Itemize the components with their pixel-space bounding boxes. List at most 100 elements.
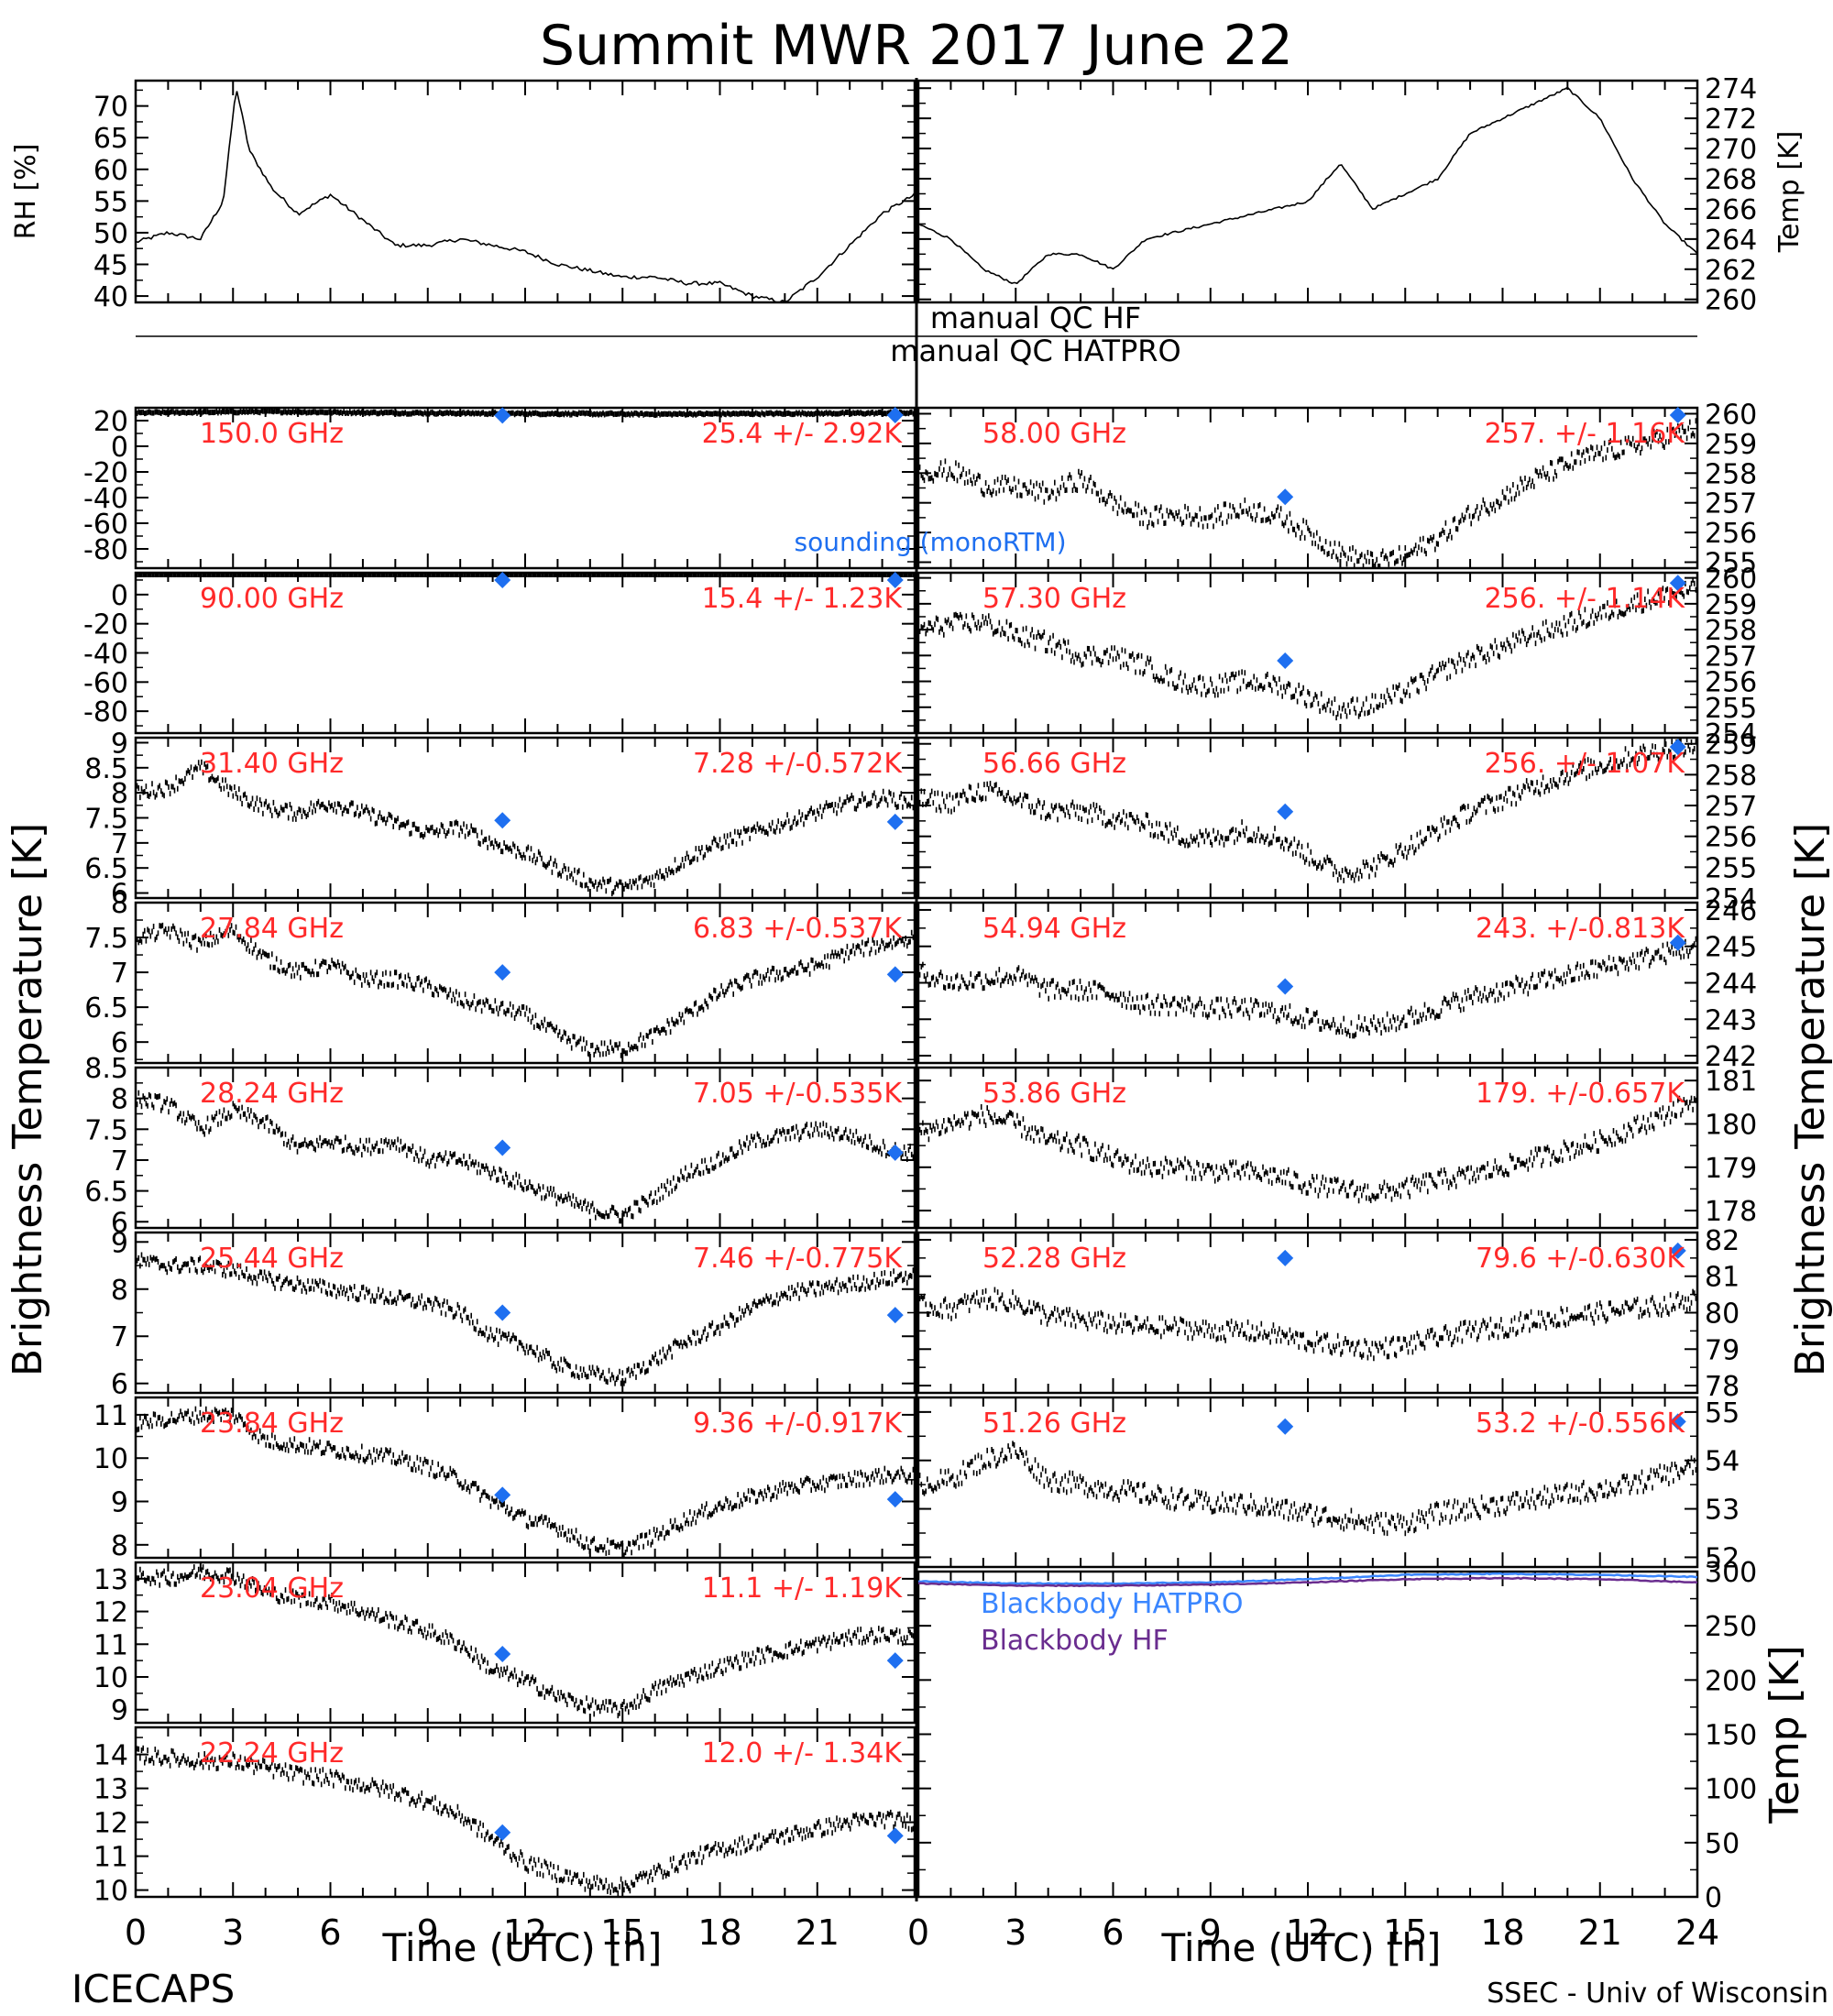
left-5-stats-label: 7.46 +/-0.775K bbox=[693, 1243, 903, 1275]
right-7-ytick-label: 100 bbox=[1705, 1774, 1757, 1806]
left-4-ytick-label: 6 bbox=[111, 1207, 128, 1239]
left-xtick-label: 9 bbox=[417, 1912, 439, 1953]
left-5-ytick-label: 9 bbox=[111, 1227, 128, 1259]
right-2-ytick-label: 256 bbox=[1705, 822, 1757, 854]
left-8-ytick-label: 10 bbox=[93, 1876, 128, 1908]
left-0-ytick-label: 20 bbox=[93, 406, 128, 438]
right-0-ytick-label: 260 bbox=[1705, 399, 1757, 431]
left-3-sounding-marker bbox=[494, 964, 511, 981]
right-6-trace bbox=[917, 1441, 1698, 1537]
right-0-ytick-label: 259 bbox=[1705, 429, 1757, 461]
left-7-stats-label: 11.1 +/- 1.19K bbox=[702, 1572, 904, 1605]
right-3-ytick-label: 243 bbox=[1705, 1004, 1757, 1036]
right-3-stats-label: 243. +/-0.813K bbox=[1476, 913, 1685, 945]
left-2-ytick-label: 8.5 bbox=[84, 753, 128, 785]
right-7-ylabel: Temp [K] bbox=[1762, 1645, 1808, 1824]
right-3-ytick-label: 245 bbox=[1705, 932, 1757, 964]
top-right-ytick-label: 272 bbox=[1705, 104, 1757, 136]
left-4-ytick-label: 7 bbox=[111, 1145, 128, 1178]
right-xtick-label: 21 bbox=[1578, 1912, 1622, 1953]
right-4-ytick-label: 180 bbox=[1705, 1109, 1757, 1141]
right-1-stats-label: 256. +/- 1.14K bbox=[1485, 583, 1686, 615]
top-right-ylabel: Temp [K] bbox=[1773, 131, 1806, 254]
right-2-trace bbox=[917, 737, 1698, 883]
top-left-ytick-label: 70 bbox=[93, 92, 128, 124]
right-time-xlabel: Time (UTC) [h] bbox=[1161, 1925, 1442, 1970]
left-1-channel-label: 90.00 GHz bbox=[200, 583, 344, 615]
sounding-legend: sounding (monoRTM) bbox=[795, 527, 1067, 557]
right-6-sounding-marker bbox=[1277, 1418, 1294, 1435]
left-7-sounding-marker bbox=[494, 1646, 511, 1662]
right-2-ytick-label: 254 bbox=[1705, 883, 1757, 915]
footer-ssec: SSEC - Univ of Wisconsin bbox=[1487, 1978, 1828, 2010]
left-2-ytick-label: 8 bbox=[111, 778, 128, 810]
left-7-trace bbox=[135, 1564, 916, 1719]
right-6-ytick-label: 55 bbox=[1705, 1397, 1740, 1430]
left-xtick-label: 12 bbox=[503, 1912, 547, 1953]
right-2-channel-label: 56.66 GHz bbox=[982, 748, 1126, 780]
right-7-frame bbox=[916, 1570, 1699, 1899]
right-1-ytick-label: 258 bbox=[1705, 615, 1757, 647]
right-7-ytick-label: 0 bbox=[1705, 1882, 1722, 1914]
left-0-channel-label: 150.0 GHz bbox=[200, 418, 344, 450]
right-4-ytick-label: 179 bbox=[1705, 1153, 1757, 1185]
left-7-ytick-label: 12 bbox=[93, 1597, 128, 1629]
right-3-trace bbox=[917, 936, 1698, 1039]
right-5-sounding-marker bbox=[1277, 1249, 1294, 1266]
left-2-ytick-label: 7.5 bbox=[84, 804, 128, 836]
right-4-ytick-label: 181 bbox=[1705, 1066, 1757, 1098]
left-1-ytick-label: -40 bbox=[83, 639, 128, 671]
left-6-sounding-marker bbox=[494, 1486, 511, 1504]
left-3-ytick-label: 7 bbox=[111, 958, 128, 990]
left-7-sounding-marker bbox=[886, 1652, 904, 1670]
right-7-panel: 0 50 100 150 200 250 300 Temp [K] bbox=[916, 1557, 1808, 1914]
top-left-series-0 bbox=[135, 91, 916, 303]
left-2-ytick-label: 6.5 bbox=[84, 853, 128, 885]
left-8-stats-label: 12.0 +/- 1.34K bbox=[702, 1737, 904, 1769]
left-2-sounding-marker bbox=[494, 812, 511, 829]
left-3-ytick-label: 6.5 bbox=[84, 992, 128, 1024]
right-5-ytick-label: 81 bbox=[1705, 1262, 1740, 1294]
left-1-ytick-label: -80 bbox=[83, 696, 128, 729]
left-0-sounding-marker bbox=[494, 407, 511, 424]
left-5-ytick-label: 8 bbox=[111, 1275, 128, 1307]
left-2-ytick-label: 7 bbox=[111, 828, 128, 860]
left-4-channel-label: 28.24 GHz bbox=[200, 1078, 344, 1110]
left-5-trace bbox=[135, 1252, 916, 1386]
left-xtick-label: 0 bbox=[125, 1912, 147, 1953]
right-2-ytick-label: 255 bbox=[1705, 852, 1757, 884]
right-5-ytick-label: 78 bbox=[1705, 1371, 1740, 1403]
left-6-ytick-label: 9 bbox=[111, 1487, 128, 1519]
right-6-ytick-label: 54 bbox=[1705, 1446, 1740, 1478]
left-6-sounding-marker bbox=[886, 1491, 904, 1508]
left-6-trace bbox=[135, 1406, 916, 1559]
right-1-ytick-label: 260 bbox=[1705, 564, 1757, 596]
right-3-sounding-marker bbox=[1277, 978, 1294, 995]
top-left-ytick-label: 45 bbox=[93, 250, 128, 282]
right-4-stats-label: 179. +/-0.657K bbox=[1476, 1078, 1685, 1110]
qc-hatpro-label: manual QC HATPRO bbox=[890, 334, 1180, 368]
left-6-ytick-label: 11 bbox=[93, 1400, 128, 1432]
left-0-trace bbox=[135, 408, 916, 418]
left-5-channel-label: 25.44 GHz bbox=[200, 1243, 344, 1275]
left-3-ytick-label: 7.5 bbox=[84, 923, 128, 955]
right-0-sounding-marker bbox=[1669, 407, 1686, 423]
right-xtick-label: 9 bbox=[1200, 1912, 1222, 1953]
right-5-sounding-marker bbox=[1669, 1242, 1686, 1259]
left-8-sounding-marker bbox=[886, 1827, 904, 1845]
top-right-frame bbox=[916, 79, 1699, 304]
left-3-ytick-label: 8 bbox=[111, 888, 128, 920]
left-5-sounding-marker bbox=[886, 1307, 904, 1324]
right-5-ytick-label: 82 bbox=[1705, 1225, 1740, 1257]
top-left-ytick-label: 50 bbox=[93, 218, 128, 250]
left-0-ytick-label: -40 bbox=[83, 483, 128, 515]
right-2-ytick-label: 257 bbox=[1705, 791, 1757, 823]
right-3-sounding-marker bbox=[1669, 934, 1686, 951]
right-0-trace bbox=[917, 418, 1698, 569]
